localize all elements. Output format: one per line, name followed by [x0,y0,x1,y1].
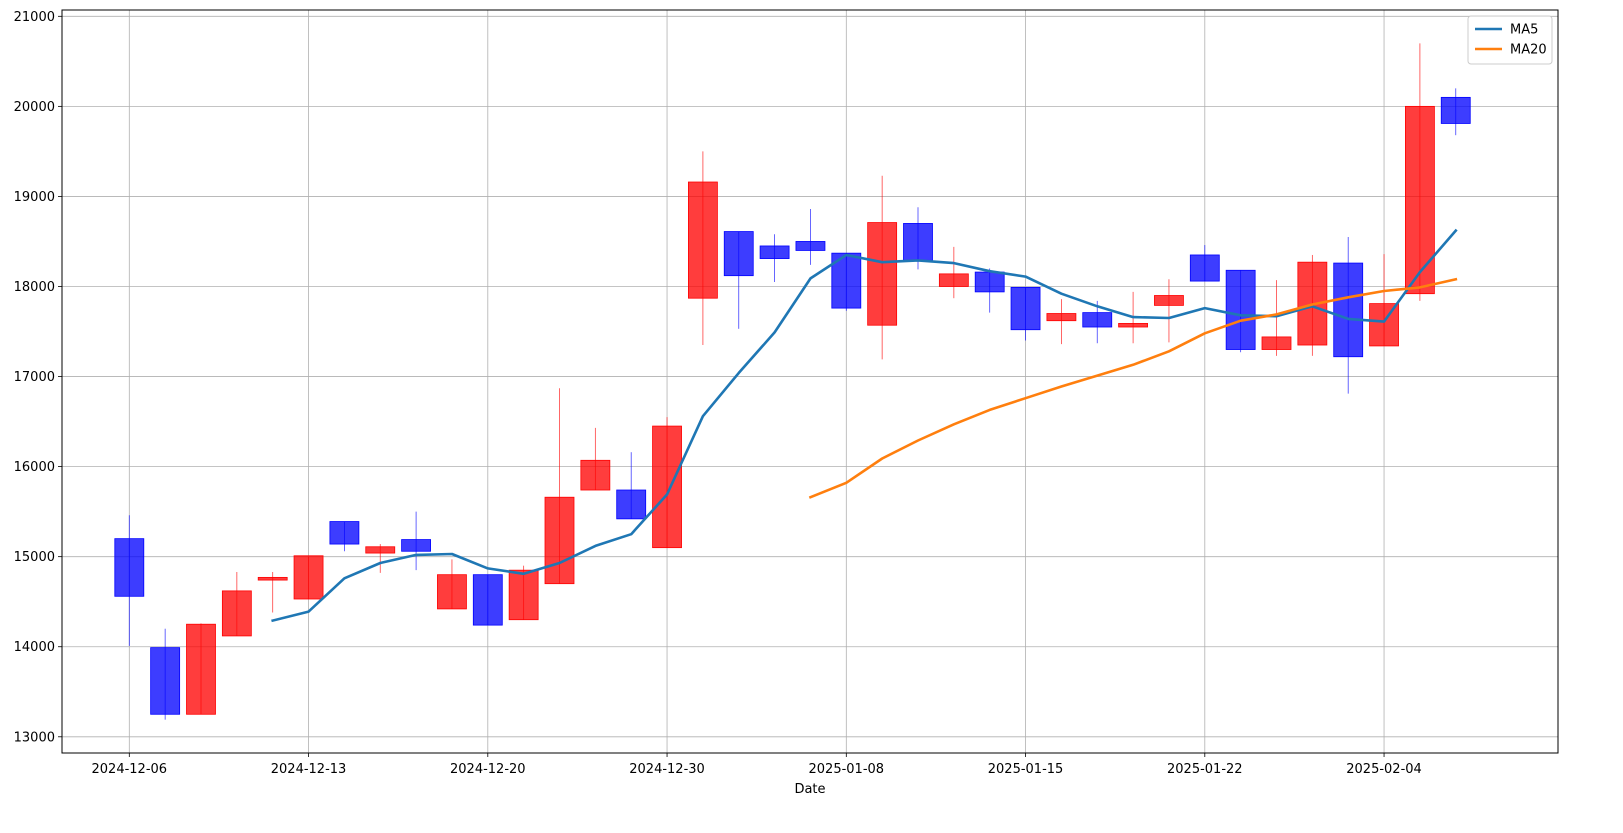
candle-body [544,496,575,585]
candle [1154,279,1184,343]
candle-body [1369,303,1399,347]
candle-body [903,223,933,261]
candle-body [1261,336,1292,350]
candle [688,151,718,346]
candle-body [150,647,181,715]
x-tick-label: 2024-12-06 [92,762,168,777]
candle [257,571,288,613]
candle-body [472,574,503,626]
candle [544,388,575,585]
candle [1225,269,1256,353]
x-tick-label: 2024-12-30 [629,762,705,777]
y-tick-label: 21000 [14,10,55,25]
x-axis-ticks: 2024-12-06 2024-12-13 2024-12-20 2024-12-30… [92,753,1422,777]
candle-body [221,590,252,637]
candle-body [401,539,432,552]
candle-body [795,241,826,251]
candle-body [437,574,467,610]
x-tick-label: 2024-12-13 [271,762,347,777]
candle [795,209,826,265]
candle-body [974,271,1005,293]
x-tick-label: 2024-12-20 [450,762,526,777]
y-tick-label: 16000 [14,460,55,475]
candle-body [688,181,718,299]
candle-body [652,425,682,549]
moving-average-lines [271,228,1458,623]
y-tick-label: 13000 [14,730,55,745]
x-tick-label: 2025-01-08 [809,762,885,777]
candle [652,417,682,549]
candle [114,515,145,646]
candle [938,246,969,299]
candle [329,521,360,552]
candle [616,452,647,520]
candle-body [867,222,898,326]
candle [1189,245,1220,282]
candle-body [293,555,324,600]
candle-body [1154,295,1184,306]
candle-body [1118,323,1148,328]
candle-body [114,538,145,597]
candle-body [1440,96,1471,124]
candle-body [759,245,790,259]
candle [401,511,432,571]
y-tick-label: 20000 [14,100,55,115]
candle-body [1333,262,1364,358]
candle-body [1010,286,1041,331]
y-tick-label: 14000 [14,640,55,655]
x-axis-title: Date [794,782,825,797]
candle [221,571,252,637]
series-line-ma5 [271,228,1458,623]
candle [723,231,754,329]
candle-body [1046,313,1077,322]
candle [365,544,396,573]
candle [437,559,467,610]
legend-label-ma5: MA5 [1510,23,1538,38]
candle-body [508,569,539,621]
candle [1369,254,1399,347]
candle-body [1225,269,1256,350]
x-tick-label: 2025-01-15 [988,762,1064,777]
candle [186,623,216,715]
candle [472,574,503,626]
candle-body [938,273,969,287]
x-tick-label: 2025-02-04 [1346,762,1422,777]
candle [580,427,611,491]
candle-body [1189,254,1220,282]
candle [1010,286,1041,341]
candle [150,628,181,720]
x-tick-label: 2025-01-22 [1167,762,1243,777]
y-axis-ticks: 13000 14000 15000 16000 17000 18000 19000 20000… [14,10,62,745]
candle [867,175,898,360]
candle-body [365,546,396,554]
candle-body [1082,312,1113,328]
candles [114,43,1471,720]
candle [1261,280,1292,356]
y-tick-label: 19000 [14,190,55,205]
candle [1046,299,1077,345]
candle-body [580,459,611,491]
candle [1082,300,1113,344]
candle [508,565,539,621]
candle-body [723,231,754,277]
candle-body [329,521,360,545]
candle [1333,236,1364,394]
legend-label-ma20: MA20 [1510,43,1547,58]
y-tick-label: 17000 [14,370,55,385]
series-line-ma20 [808,277,1458,499]
candle [293,555,324,600]
candle-body [616,489,647,520]
candle-body [186,623,216,715]
y-tick-label: 15000 [14,550,55,565]
candle [759,234,790,282]
candle [903,207,933,270]
y-tick-label: 18000 [14,280,55,295]
candle-body [257,576,288,581]
candle-body [1405,105,1435,295]
legend: MA5 MA20 [1467,15,1553,65]
candle [1440,88,1471,136]
plot-frame [61,9,1559,754]
